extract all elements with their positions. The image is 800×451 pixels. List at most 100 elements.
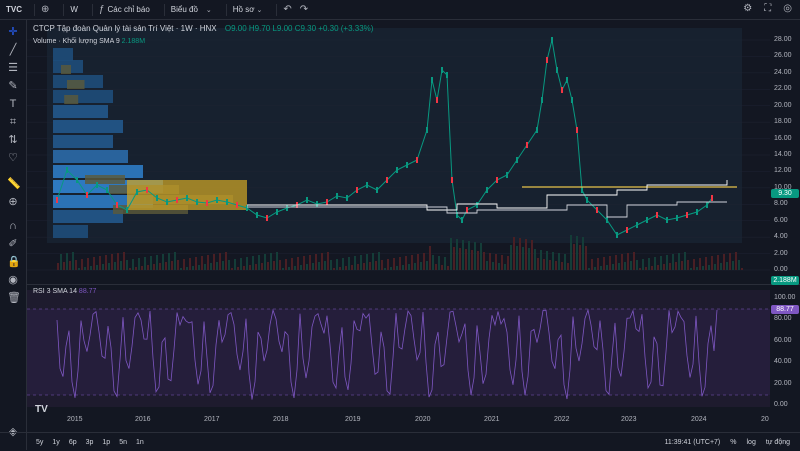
volume-bar <box>495 254 497 270</box>
volume-bar <box>438 256 440 270</box>
volume-bar <box>81 259 83 270</box>
volume-bar <box>615 255 617 270</box>
divider <box>63 3 65 16</box>
rsi-label[interactable]: RSI 3 SMA 14 <box>33 288 77 295</box>
candle <box>596 207 598 213</box>
chart-type-button[interactable]: Biểu đồ <box>170 5 198 14</box>
magnet-icon[interactable]: ∩ <box>9 220 17 232</box>
settings-icon[interactable]: ⚙ <box>743 3 753 14</box>
log-toggle[interactable]: log <box>746 438 756 446</box>
pattern-icon[interactable]: ⌗ <box>9 116 17 128</box>
redo-icon[interactable]: ↷ <box>299 4 309 15</box>
lock-icon[interactable]: 🔒 <box>7 256 21 268</box>
volume-label[interactable]: Volume · Khối lượng SMA 9 <box>33 38 120 45</box>
volume-bar <box>600 266 602 270</box>
candle <box>541 97 543 103</box>
volume-bar <box>723 254 725 270</box>
bottom-bar: 5y 1y 6p 3p 1p 5n 1n 11:39:41 (UTC+7) % log tự… <box>0 432 800 451</box>
range-button-5y[interactable]: 5y <box>36 438 44 446</box>
volume-bar <box>234 259 236 270</box>
chevron-down-icon[interactable]: ⌄ <box>205 6 212 14</box>
chart-canvas[interactable]: TV <box>27 20 770 428</box>
volume-bar <box>651 266 653 270</box>
undo-icon[interactable]: ↶ <box>283 4 292 15</box>
volume-bar <box>174 252 176 270</box>
zoom-in-icon[interactable]: ⊕ <box>8 196 18 208</box>
pane-divider[interactable] <box>27 284 800 285</box>
time-axis[interactable]: 2015 2016 2017 2018 2019 2020 2021 2022 2023 2024… <box>27 414 770 426</box>
price-chart[interactable]: TV <box>27 20 770 428</box>
candle <box>196 199 198 205</box>
volume-bar <box>453 247 455 270</box>
app-logo[interactable]: TVC <box>6 5 22 14</box>
volume-profile-up-bar <box>85 175 125 184</box>
horizontal-lines-icon[interactable]: ☰ <box>8 62 18 74</box>
trash-icon[interactable]: 🗑 <box>7 292 21 304</box>
range-button-5n[interactable]: 5n <box>119 438 127 446</box>
eye-icon[interactable]: ◉ <box>8 274 18 286</box>
fullscreen-icon[interactable]: ⛶ <box>764 3 772 14</box>
volume-bar <box>435 264 437 270</box>
volume-profile-bar <box>53 225 88 238</box>
layout-button[interactable]: Hồ sơ <box>232 5 255 14</box>
chart-legend: CTCP Tập đoàn Quản lý tài sản Trí Việt ·… <box>33 22 373 48</box>
range-button-6p[interactable]: 6p <box>68 438 77 446</box>
volume-bar <box>303 256 305 270</box>
percent-toggle[interactable]: % <box>730 438 737 446</box>
chevron-down-icon[interactable]: ⌄ <box>256 6 263 14</box>
volume-bar <box>537 258 539 270</box>
volume-profile-bar <box>53 48 73 61</box>
indicators-button[interactable]: Các chỉ báo <box>107 5 150 14</box>
range-button-1y[interactable]: 1y <box>52 438 60 446</box>
symbol-title[interactable]: CTCP Tập đoàn Quản lý tài sản Trí Việt ·… <box>33 24 217 33</box>
range-button-1p[interactable]: 1p <box>102 438 111 446</box>
volume-bar <box>672 254 674 270</box>
candle <box>486 187 488 193</box>
interval-button[interactable]: W <box>70 5 78 14</box>
volume-bar <box>432 255 434 270</box>
text-icon[interactable]: T <box>9 98 17 110</box>
price-tick: 14.00 <box>774 151 792 158</box>
volume-bar <box>597 258 599 270</box>
clock[interactable]: 11:39:41 (UTC+7) <box>664 438 721 446</box>
range-button-3p[interactable]: 3p <box>85 438 94 446</box>
volume-bar <box>681 261 683 270</box>
volume-bar <box>90 266 92 270</box>
volume-bar <box>369 262 371 270</box>
indicators-icon[interactable]: ƒ <box>98 4 105 15</box>
volume-bar <box>243 266 245 270</box>
candle <box>656 212 658 218</box>
volume-bar <box>714 264 716 270</box>
volume-bar <box>522 247 524 270</box>
volume-bar <box>150 256 152 270</box>
volume-bar <box>504 264 506 270</box>
volume-bar <box>171 261 173 270</box>
volume-bar <box>657 265 659 270</box>
volume-bar <box>735 252 737 270</box>
snapshot-icon[interactable]: ◎ <box>783 3 792 14</box>
lock-drawing-icon[interactable]: ✐ <box>8 238 18 250</box>
add-symbol-icon[interactable]: ⊕ <box>41 4 50 15</box>
volume-profile-bar <box>53 150 128 163</box>
last-price-tag: 9.30 <box>771 188 799 198</box>
candle <box>526 142 528 148</box>
volume-bar <box>240 258 242 270</box>
divider <box>276 3 278 16</box>
range-button-1n[interactable]: 1n <box>136 438 144 446</box>
price-axis[interactable]: 28.00 26.00 24.00 22.00 20.00 18.00 16.00 14.00… <box>770 20 800 428</box>
volume-bar <box>534 249 536 270</box>
auto-toggle[interactable]: tự động <box>765 438 790 446</box>
volume-bar <box>159 263 161 270</box>
crosshair-icon[interactable]: ✛ <box>8 26 18 38</box>
brush-icon[interactable]: ✎ <box>8 80 18 92</box>
volume-bar <box>180 268 182 270</box>
ruler-icon[interactable]: 📏 <box>7 178 21 190</box>
volume-bar <box>207 255 209 270</box>
divider <box>225 3 227 16</box>
volume-bar <box>282 268 284 270</box>
trendline-icon[interactable]: ╱ <box>9 44 17 56</box>
forecast-icon[interactable]: ⇅ <box>8 134 18 146</box>
heart-icon[interactable]: ♡ <box>8 152 18 164</box>
volume-bar <box>612 264 614 270</box>
volume-bar <box>471 250 473 270</box>
